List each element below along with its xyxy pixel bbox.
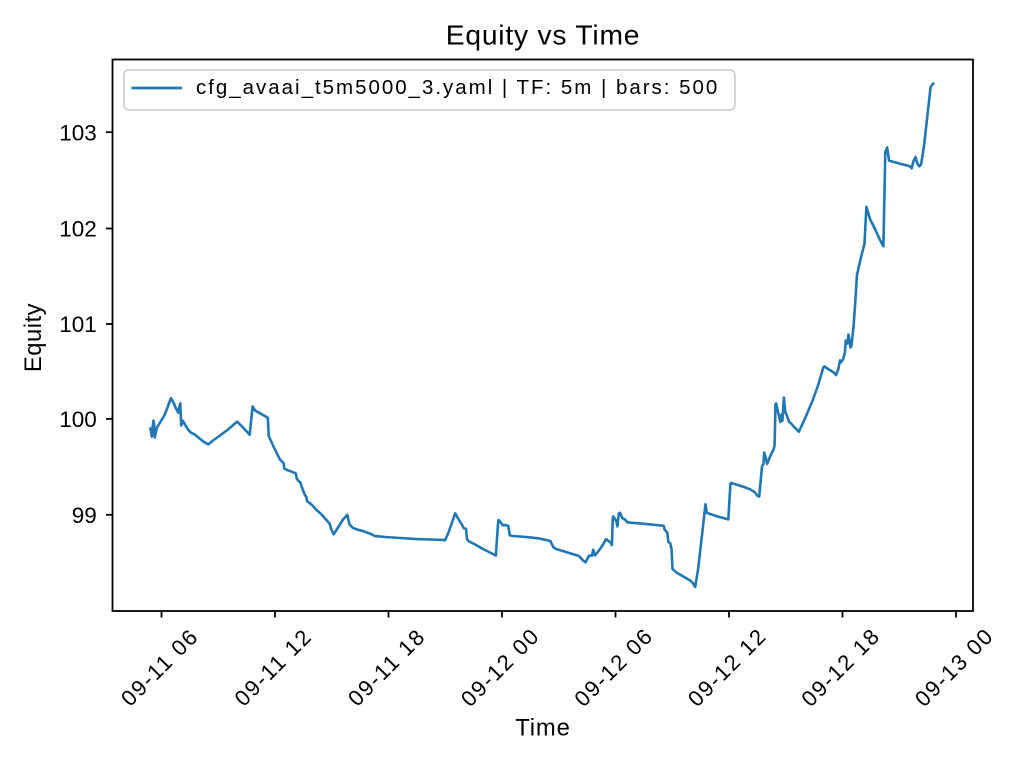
svg-text:cfg_avaai_t5m5000_3.yaml | TF:: cfg_avaai_t5m5000_3.yaml | TF: 5m | bars… xyxy=(196,76,719,99)
svg-text:103: 103 xyxy=(59,120,97,145)
svg-text:Equity vs Time: Equity vs Time xyxy=(446,19,640,51)
svg-text:Equity: Equity xyxy=(20,303,47,372)
svg-text:101: 101 xyxy=(59,312,97,337)
svg-text:100: 100 xyxy=(59,407,97,432)
svg-text:102: 102 xyxy=(59,217,97,242)
svg-text:Time: Time xyxy=(515,715,571,742)
svg-text:99: 99 xyxy=(72,503,97,528)
